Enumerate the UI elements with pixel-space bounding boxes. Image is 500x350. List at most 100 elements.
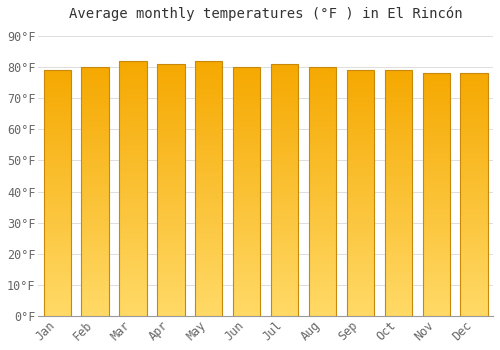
Bar [44,156,71,159]
Bar [120,107,146,110]
Bar [271,170,298,173]
Bar [233,94,260,97]
Bar [271,233,298,235]
Bar [157,170,184,173]
Bar [157,283,184,286]
Bar [347,83,374,85]
Bar [44,208,71,210]
Bar [384,78,412,80]
Bar [44,181,71,183]
Bar [233,204,260,206]
Bar [271,142,298,145]
Bar [422,161,450,163]
Bar [157,112,184,114]
Bar [422,304,450,306]
Bar [347,269,374,272]
Bar [233,279,260,281]
Bar [44,178,71,181]
Bar [120,186,146,189]
Bar [309,162,336,164]
Bar [384,171,412,174]
Bar [195,104,222,107]
Bar [384,129,412,132]
Bar [422,115,450,117]
Bar [44,284,71,287]
Bar [120,270,146,273]
Bar [195,247,222,250]
Bar [271,182,298,185]
Bar [347,181,374,183]
Bar [44,124,71,127]
Bar [82,308,108,311]
Bar [157,230,184,233]
Bar [271,185,298,188]
Bar [82,82,108,85]
Bar [44,102,71,105]
Bar [460,296,487,299]
Bar [120,104,146,107]
Bar [120,135,146,138]
Bar [195,275,222,278]
Bar [460,78,487,81]
Bar [384,75,412,78]
Bar [120,120,146,122]
Bar [82,276,108,279]
Bar [195,79,222,82]
Bar [120,234,146,237]
Bar [157,102,184,104]
Bar [82,204,108,206]
Bar [384,188,412,191]
Bar [384,196,412,198]
Bar [384,70,412,316]
Bar [82,281,108,284]
Bar [309,139,336,142]
Bar [157,193,184,195]
Bar [422,173,450,175]
Bar [309,80,336,82]
Bar [271,311,298,314]
Bar [195,303,222,306]
Bar [157,152,184,155]
Bar [384,282,412,284]
Bar [82,202,108,204]
Bar [422,78,450,81]
Bar [347,139,374,141]
Bar [195,211,222,214]
Bar [44,203,71,205]
Bar [233,70,260,72]
Bar [309,199,336,202]
Bar [384,152,412,154]
Bar [82,114,108,117]
Bar [347,102,374,105]
Bar [460,156,487,158]
Bar [384,154,412,156]
Bar [195,61,222,316]
Bar [157,82,184,84]
Bar [422,277,450,280]
Bar [347,191,374,193]
Bar [271,266,298,268]
Bar [44,174,71,176]
Bar [44,252,71,254]
Bar [157,243,184,245]
Bar [384,181,412,183]
Bar [347,242,374,245]
Bar [347,164,374,166]
Bar [44,245,71,247]
Bar [44,83,71,85]
Bar [271,253,298,255]
Bar [384,159,412,161]
Bar [347,213,374,215]
Bar [195,114,222,117]
Bar [271,137,298,140]
Bar [347,95,374,97]
Bar [82,311,108,314]
Bar [309,271,336,274]
Bar [195,298,222,301]
Bar [233,99,260,102]
Bar [384,95,412,97]
Bar [120,132,146,135]
Bar [120,125,146,127]
Bar [347,215,374,218]
Bar [347,252,374,254]
